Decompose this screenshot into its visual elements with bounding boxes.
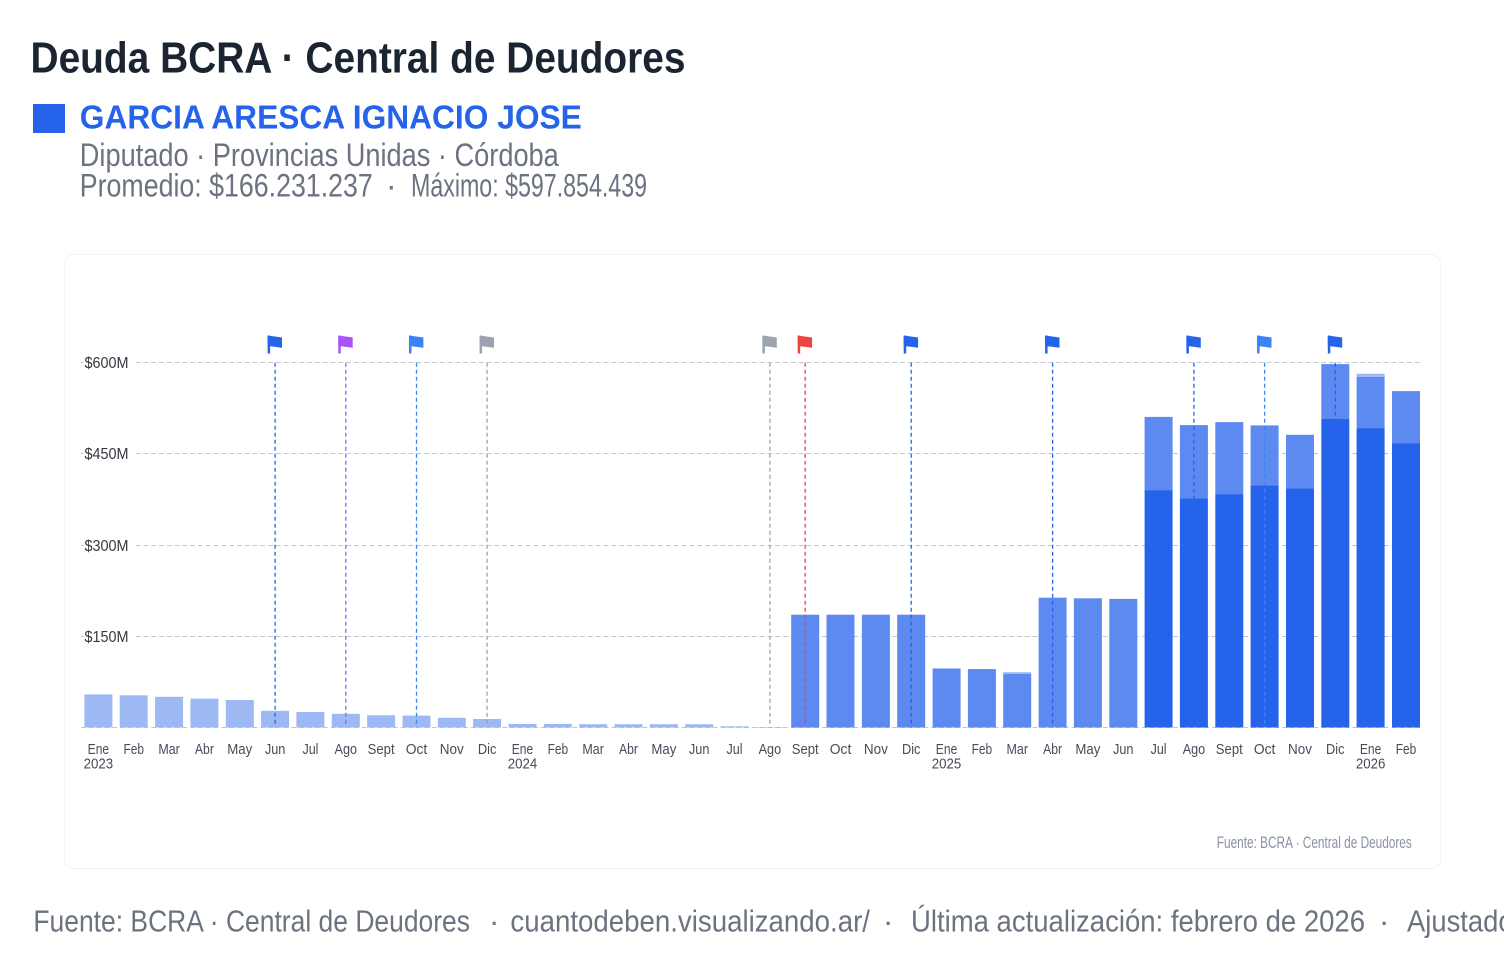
svg-text:Diputado · Provincias Unidas ·: Diputado · Provincias Unidas · Córdoba (80, 137, 559, 173)
svg-text:Jun: Jun (689, 742, 710, 758)
svg-text:Jun: Jun (1113, 742, 1134, 758)
svg-text:Dic: Dic (1326, 742, 1345, 758)
svg-text:May: May (651, 742, 677, 758)
svg-text:Última actualización: febrero: Última actualización: febrero de 2026 (911, 903, 1365, 938)
svg-text:Nov: Nov (440, 742, 465, 758)
svg-text:Ago: Ago (759, 742, 782, 758)
svg-text:Sept: Sept (792, 742, 819, 758)
svg-text:2026: 2026 (1356, 757, 1386, 773)
svg-text:·: · (1379, 903, 1389, 938)
svg-text:Oct: Oct (406, 742, 428, 758)
svg-text:Nov: Nov (864, 742, 889, 758)
svg-text:Fuente: BCRA · Central de Deud: Fuente: BCRA · Central de Deudores (1217, 833, 1412, 852)
svg-text:Mar: Mar (158, 742, 180, 758)
svg-text:Ene: Ene (1360, 742, 1382, 758)
svg-text:Abr: Abr (1043, 742, 1062, 758)
svg-text:Nov: Nov (1288, 742, 1313, 758)
svg-text:$450M: $450M (85, 446, 129, 463)
svg-text:cuantodeben.visualizando.ar/: cuantodeben.visualizando.ar/ (510, 903, 870, 938)
svg-text:Promedio: $166.231.237: Promedio: $166.231.237 (80, 167, 373, 203)
svg-text:Ene: Ene (88, 742, 110, 758)
svg-text:Sept: Sept (1216, 742, 1243, 758)
svg-text:Oct: Oct (1254, 742, 1276, 758)
svg-text:Mar: Mar (582, 742, 604, 758)
svg-text:Feb: Feb (972, 742, 993, 758)
svg-text:Ajustado por inflación: Ajustado por inflación (1407, 903, 1504, 938)
svg-text:$150M: $150M (85, 629, 129, 646)
svg-text:Oct: Oct (830, 742, 852, 758)
svg-text:Jul: Jul (1151, 742, 1167, 758)
svg-text:$300M: $300M (85, 538, 129, 555)
svg-text:·: · (386, 167, 397, 203)
svg-text:Dic: Dic (902, 742, 921, 758)
svg-text:Ago: Ago (1183, 742, 1206, 758)
svg-text:Fuente: BCRA · Central de Deud: Fuente: BCRA · Central de Deudores (33, 903, 470, 938)
svg-text:Abr: Abr (195, 742, 214, 758)
svg-text:Abr: Abr (619, 742, 638, 758)
svg-text:Feb: Feb (1396, 742, 1417, 758)
svg-text:Jul: Jul (302, 742, 318, 758)
svg-text:Ene: Ene (512, 742, 533, 758)
svg-text:May: May (227, 742, 253, 758)
svg-text:Dic: Dic (478, 742, 497, 758)
svg-text:2025: 2025 (932, 757, 962, 773)
svg-text:Ene: Ene (936, 742, 958, 758)
svg-text:Feb: Feb (123, 742, 143, 758)
svg-text:GARCIA ARESCA IGNACIO JOSE: GARCIA ARESCA IGNACIO JOSE (80, 100, 582, 137)
svg-text:·: · (883, 903, 893, 938)
svg-text:Jun: Jun (265, 742, 286, 758)
svg-text:·: · (489, 903, 499, 938)
svg-text:2024: 2024 (508, 757, 537, 773)
svg-text:Sept: Sept (368, 742, 395, 758)
svg-text:$600M: $600M (85, 355, 129, 372)
svg-text:Feb: Feb (548, 742, 569, 758)
svg-text:Ago: Ago (335, 742, 358, 758)
svg-text:Mar: Mar (1006, 742, 1028, 758)
svg-text:Deuda BCRA · Central de Deudor: Deuda BCRA · Central de Deudores (31, 34, 686, 83)
svg-text:Máximo: $597.854.439: Máximo: $597.854.439 (411, 167, 647, 203)
svg-text:2023: 2023 (84, 757, 114, 773)
svg-text:Jul: Jul (727, 742, 743, 758)
svg-text:May: May (1075, 742, 1101, 758)
